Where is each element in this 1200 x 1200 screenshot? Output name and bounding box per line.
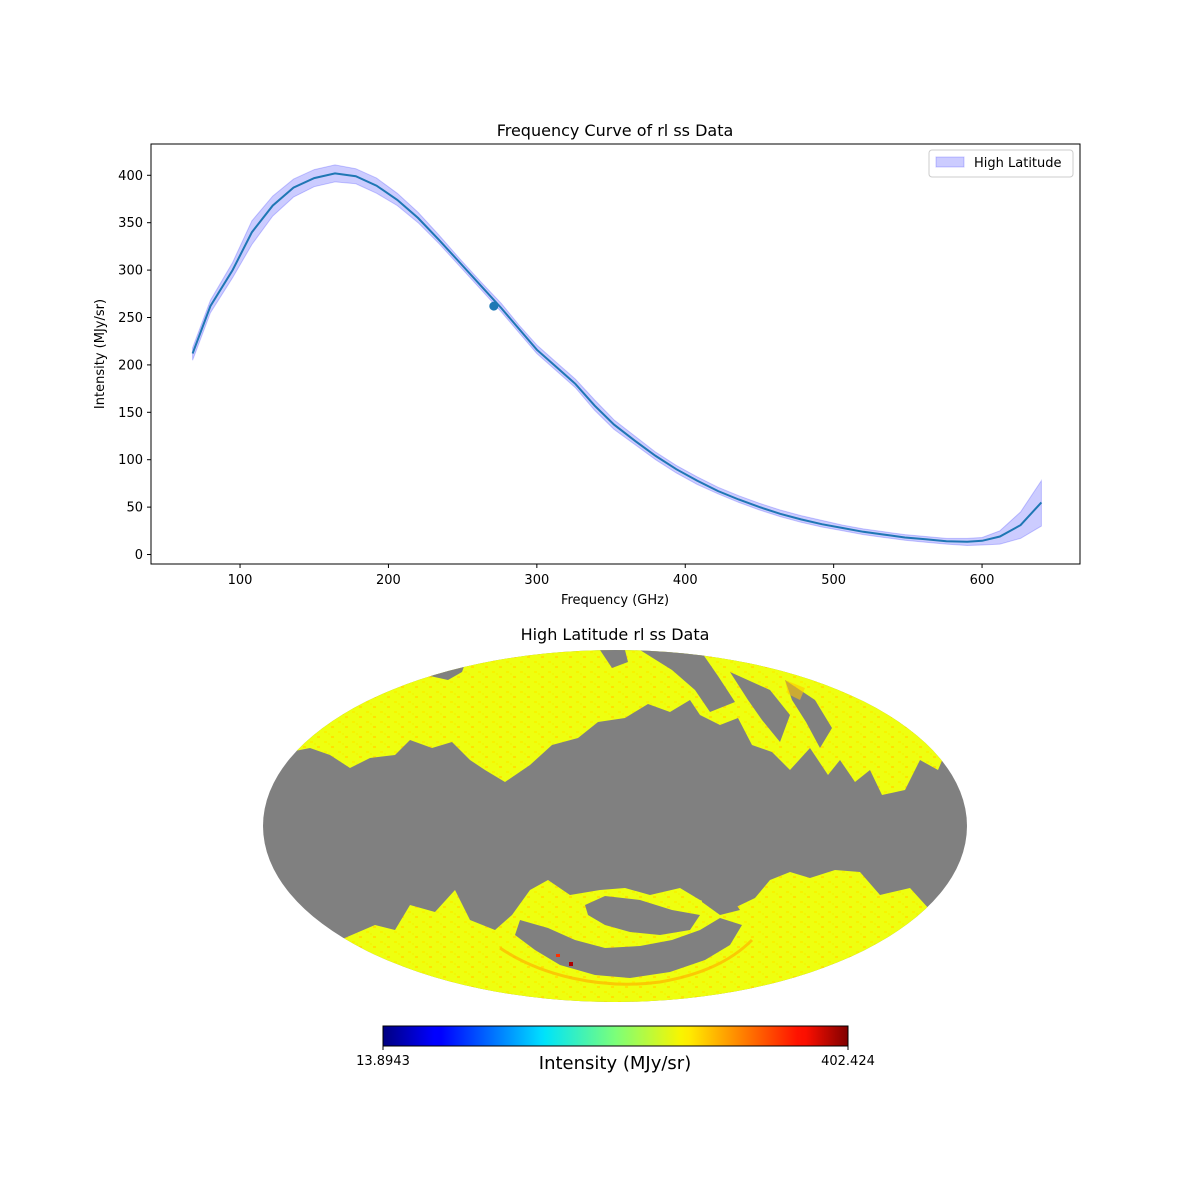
north-gray-patch-3: [730, 672, 790, 742]
x-tick-label: 400: [673, 573, 698, 588]
highlight-point: [489, 301, 499, 311]
colorbar-gradient: [382, 1025, 849, 1047]
y-tick-label: 400: [118, 169, 143, 184]
x-tick-label: 300: [524, 573, 549, 588]
south-warm-arc: [499, 938, 754, 986]
colorbar-max-label: 402.424: [821, 1054, 875, 1069]
map-title: High Latitude rl ss Data: [521, 625, 710, 644]
south-gray-core: [585, 896, 700, 935]
legend-box: [928, 149, 1074, 178]
series-line: [191, 172, 1043, 543]
plot-area: [191, 164, 1043, 547]
north-gray-patch-2: [640, 650, 735, 712]
south-data-region: [263, 870, 967, 1002]
south-gray-patch: [700, 885, 740, 915]
line-chart-title: Frequency Curve of rl ss Data: [497, 121, 734, 140]
south-hot-pixel-2: [556, 954, 560, 957]
y-tick-label: 200: [118, 358, 143, 373]
plot-frame: [150, 143, 1081, 565]
mollweide-map: High Latitude rl ss Data 13.89: [263, 625, 967, 1074]
legend: High Latitude: [928, 149, 1074, 178]
x-tick-label: 100: [228, 573, 253, 588]
south-hot-pixel: [569, 962, 573, 966]
colorbar-min-label: 13.8943: [356, 1054, 410, 1069]
y-tick-label: 350: [118, 216, 143, 231]
y-axis-label: Intensity (MJy/sr): [93, 299, 108, 409]
x-axis-label: Frequency (GHz): [561, 593, 669, 608]
north-gray-patch-5: [600, 650, 628, 668]
y-tick-label: 300: [118, 264, 143, 279]
x-tick-label: 500: [821, 573, 846, 588]
y-tick-label: 100: [118, 453, 143, 468]
y-tick-label: 250: [118, 311, 143, 326]
map-projection: [263, 650, 967, 1002]
high-latitude-band: [192, 164, 1042, 547]
north-warm-streak: [785, 680, 805, 700]
colorbar-label: Intensity (MJy/sr): [539, 1053, 691, 1074]
y-axis-ticks: 0 50 100 150 200 250 300 350 400: [118, 169, 151, 563]
y-tick-label: 0: [135, 548, 143, 563]
y-tick-label: 50: [126, 501, 143, 516]
legend-label: High Latitude: [974, 156, 1062, 171]
colorbar: 13.8943 402.424 Intensity (MJy/sr): [356, 1025, 875, 1074]
legend-swatch: [935, 156, 965, 168]
x-axis-ticks: 100 200 300 400 500 600: [228, 564, 995, 588]
x-tick-label: 200: [376, 573, 401, 588]
x-tick-label: 600: [970, 573, 995, 588]
line-chart: Frequency Curve of rl ss Data 100 200 300 4…: [93, 121, 1081, 608]
y-tick-label: 150: [118, 406, 143, 421]
